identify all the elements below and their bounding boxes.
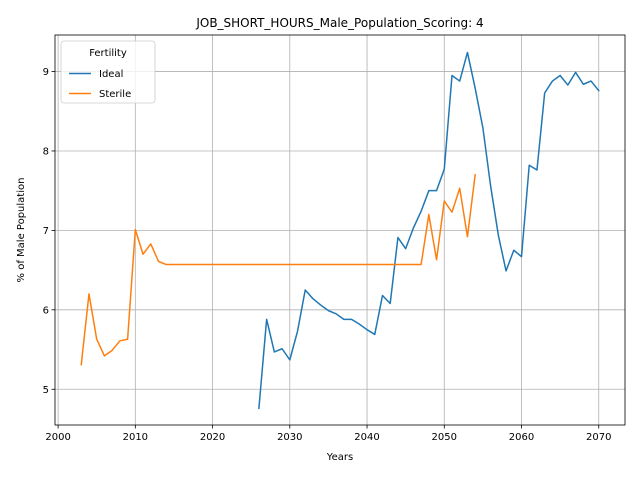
axis-ticks: 2000 2010 2020 2030 2040 2050 2060 2070 5 6 7 8 9: [43, 67, 612, 443]
legend-entries: Ideal Sterile: [69, 69, 131, 100]
x-tick-label: 2060: [509, 432, 534, 443]
series-line-sterile: [80, 173, 476, 366]
y-axis-label: % of Male Population: [16, 178, 27, 283]
legend-title: Fertility: [89, 48, 127, 59]
y-tick-label: 5: [43, 385, 49, 396]
y-tick-label: 8: [43, 146, 49, 157]
y-tick-label: 6: [43, 305, 49, 316]
x-tick-label: 2050: [432, 432, 457, 443]
chart-title: JOB_SHORT_HOURS_Male_Population_Scoring:…: [195, 16, 483, 30]
legend: Fertility Ideal Sterile: [60, 40, 156, 104]
x-tick-label: 2000: [45, 432, 70, 443]
legend-label-ideal: Ideal: [99, 69, 123, 80]
series-layer: [80, 51, 600, 410]
y-tick-label: 7: [43, 226, 49, 237]
x-axis-label: Years: [326, 452, 353, 463]
x-tick-label: 2010: [123, 432, 148, 443]
y-tick-label: 9: [43, 67, 49, 78]
legend-box: [60, 40, 156, 104]
x-tick-label: 2070: [586, 432, 611, 443]
legend-label-sterile: Sterile: [99, 89, 131, 100]
x-tick-label: 2040: [354, 432, 379, 443]
x-tick-label: 2020: [200, 432, 225, 443]
series-line-ideal: [258, 51, 600, 410]
x-tick-label: 2030: [277, 432, 302, 443]
